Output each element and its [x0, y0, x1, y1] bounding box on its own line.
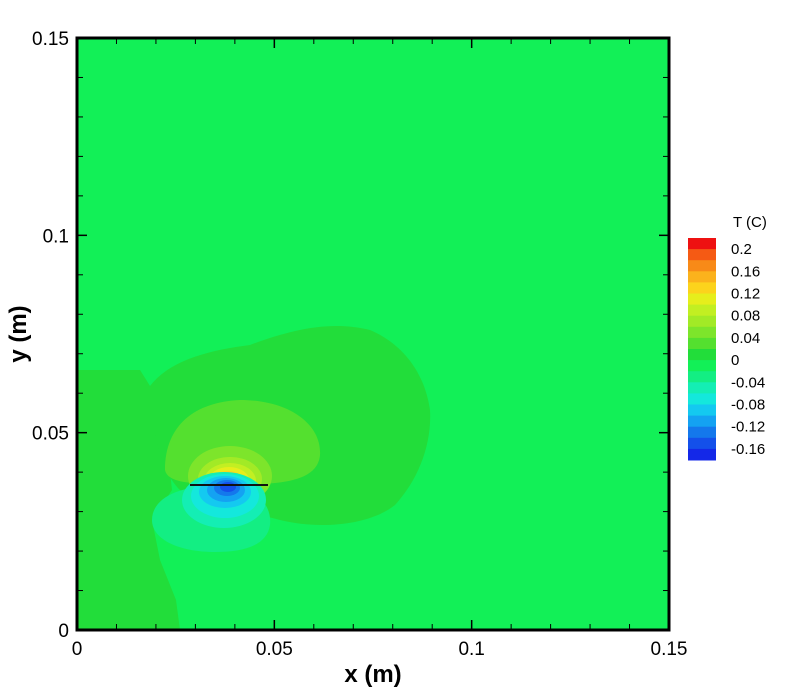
colorbar-swatch — [688, 260, 716, 272]
x-axis-tick-labels: 0 0.05 0.1 0.15 — [72, 639, 688, 660]
x-tick-label: 0 — [72, 639, 83, 660]
y-tick-label: 0.05 — [32, 424, 69, 445]
colorbar-swatch — [688, 437, 716, 450]
y-tick-label: 0.15 — [32, 29, 69, 50]
colorbar-legend: T (C) 0.2 0.16 0.12 0.08 0.04 0 -0.04 -0.08 -0.1… — [688, 214, 767, 461]
colorbar-label: 0.04 — [731, 330, 760, 347]
colorbar-label: 0.08 — [731, 308, 760, 325]
colorbar-swatch — [688, 415, 716, 428]
plot-frame — [75, 36, 671, 632]
colorbar-label: -0.16 — [731, 441, 765, 458]
colorbar-label: -0.08 — [731, 397, 765, 414]
colorbar-swatch — [688, 404, 716, 417]
colorbar-label: 0.16 — [731, 263, 760, 280]
x-tick-label: 0.05 — [256, 639, 293, 660]
colorbar-swatch — [688, 448, 716, 461]
colorbar-swatch — [688, 282, 716, 294]
colorbar-swatches — [688, 238, 716, 461]
y-axis-title: y (m) — [5, 305, 32, 362]
colorbar-label: -0.04 — [731, 374, 765, 391]
colorbar-swatch — [688, 238, 716, 250]
x-axis-title: x (m) — [344, 661, 401, 688]
y-axis-tick-labels: 0 0.05 0.1 0.15 — [32, 29, 69, 642]
colorbar-swatch — [688, 249, 716, 261]
colorbar-swatch — [688, 393, 716, 405]
colorbar-swatch — [688, 337, 716, 350]
contour-neg-6 — [220, 482, 236, 492]
y-tick-label: 0.1 — [43, 226, 69, 247]
colorbar-swatch — [688, 371, 716, 383]
colorbar-swatch — [688, 382, 716, 394]
colorbar-swatch — [688, 304, 716, 317]
contour-plot-area — [75, 36, 671, 632]
colorbar-swatch — [688, 349, 716, 361]
colorbar-label: 0 — [731, 352, 739, 369]
colorbar-label: 0.2 — [731, 241, 752, 258]
axis-ticks — [76, 37, 670, 631]
colorbar-labels: 0.2 0.16 0.12 0.08 0.04 0 -0.04 -0.08 -0.12 -0.16 — [731, 241, 765, 458]
colorbar-label: 0.12 — [731, 286, 760, 303]
source-line — [190, 484, 268, 486]
colorbar-swatch — [688, 360, 716, 372]
colorbar-label: -0.12 — [731, 419, 765, 436]
colorbar-swatch — [688, 293, 716, 306]
colorbar-swatch — [688, 315, 716, 328]
colorbar-swatch — [688, 426, 716, 439]
colorbar-swatch — [688, 326, 716, 339]
colorbar-swatch — [688, 271, 716, 283]
x-tick-label: 0.15 — [651, 639, 688, 660]
legend-title: T (C) — [733, 214, 767, 231]
y-tick-label: 0 — [58, 621, 69, 642]
contour-region-low-left — [77, 370, 180, 630]
x-tick-label: 0.1 — [458, 639, 484, 660]
